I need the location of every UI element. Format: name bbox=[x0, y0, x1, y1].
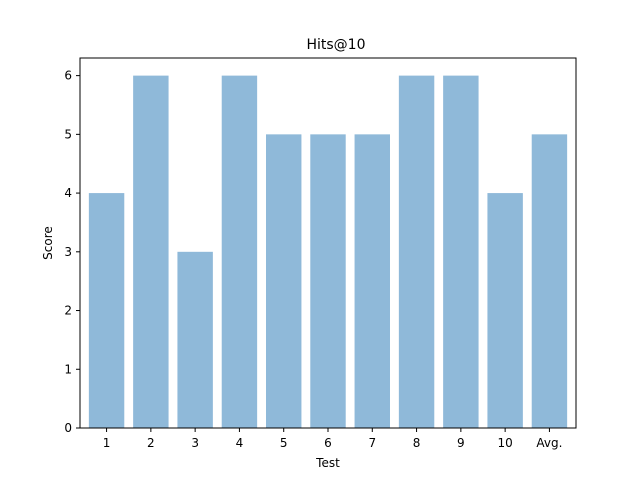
x-tick-label: 1 bbox=[103, 436, 111, 450]
bar-4 bbox=[221, 75, 258, 428]
y-tick-label: 0 bbox=[64, 421, 72, 435]
bar-8 bbox=[398, 75, 435, 428]
bar-6 bbox=[310, 134, 346, 428]
y-tick-label: 6 bbox=[64, 69, 72, 83]
x-tick-label: 6 bbox=[324, 436, 332, 450]
bar-Avg. bbox=[531, 134, 568, 428]
plot-frame bbox=[79, 57, 577, 429]
y-tick-label: 3 bbox=[64, 245, 72, 259]
bar-9 bbox=[443, 75, 479, 428]
x-tick-label: 8 bbox=[413, 436, 421, 450]
x-tick-label: 7 bbox=[368, 436, 376, 450]
y-axis-label: Score bbox=[41, 226, 55, 260]
bar-7 bbox=[354, 134, 390, 428]
bars-group bbox=[88, 75, 568, 428]
x-tick-label: 4 bbox=[236, 436, 244, 450]
bar-2 bbox=[133, 75, 169, 428]
x-tick-label: 5 bbox=[280, 436, 288, 450]
bar-5 bbox=[266, 134, 302, 428]
x-tick-label: Avg. bbox=[536, 436, 562, 450]
x-tick-label: 2 bbox=[147, 436, 155, 450]
bar-10 bbox=[487, 193, 523, 428]
y-tick-label: 1 bbox=[64, 362, 72, 376]
y-tick-label: 4 bbox=[64, 186, 72, 200]
x-axis-ticks: 1 2 3 4 5 6 7 8 9 10 Avg. bbox=[103, 428, 562, 450]
bar-1 bbox=[88, 193, 125, 428]
y-tick-label: 2 bbox=[64, 304, 72, 318]
x-tick-label: 3 bbox=[191, 436, 199, 450]
chart-title: Hits@10 bbox=[306, 37, 365, 53]
bar-3 bbox=[177, 251, 213, 428]
x-axis-label: Test bbox=[315, 456, 340, 470]
y-tick-label: 5 bbox=[64, 127, 72, 141]
y-axis-ticks: 0 1 2 3 4 5 6 bbox=[64, 69, 80, 435]
x-tick-label: 9 bbox=[457, 436, 465, 450]
x-tick-label: 10 bbox=[498, 436, 513, 450]
